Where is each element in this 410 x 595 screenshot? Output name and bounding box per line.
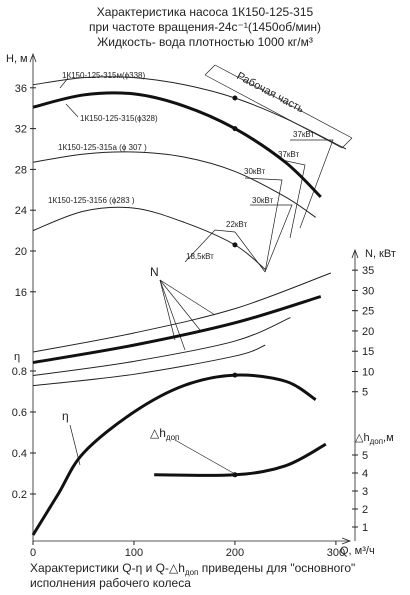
x-tick-label: 300: [327, 547, 345, 559]
x-tick-label: 0: [30, 547, 36, 559]
y4-label: △hдоп,м: [355, 432, 394, 446]
y-tick-label: 5: [362, 387, 368, 399]
y-tick-label: 10: [362, 366, 374, 378]
curve: [32, 272, 332, 353]
annotation: η: [62, 409, 69, 423]
y-tick-label: 15: [362, 346, 374, 358]
caption: исполнения рабочего колеса: [30, 576, 191, 590]
point: [232, 95, 238, 101]
y-tick-label: 1: [362, 522, 368, 534]
title: при частоте вращения-24с⁻¹(1450об/мин): [89, 20, 321, 34]
y-tick-label: 0.6: [12, 407, 27, 419]
curve-label: 1К150-125-315(ϕ328): [80, 114, 158, 123]
y-tick-label: 0.2: [12, 489, 27, 501]
curve: [32, 317, 291, 377]
y-tick-label: 24: [15, 205, 27, 217]
curve-label: 1К150-125-3156 (ϕ283 ): [48, 196, 135, 205]
point: [232, 472, 238, 478]
curve-label: 1К150-125-315а (ϕ 307 ): [58, 143, 147, 152]
curve: [31, 373, 317, 536]
y-tick-label: 25: [362, 306, 374, 318]
title: Жидкость- вода плотностью 1000 кг/м³: [97, 35, 313, 49]
y-tick-label: 35: [362, 265, 374, 277]
curve: [32, 344, 266, 387]
y-tick-label: 20: [362, 326, 374, 338]
annotation: 30кВт: [244, 167, 265, 176]
leaders: [59, 64, 353, 475]
annotation: 37кВт: [278, 150, 299, 159]
y-label: H, м: [6, 53, 28, 65]
curve: [32, 206, 266, 270]
curve: [32, 295, 322, 365]
y-tick-label: 0.4: [12, 448, 27, 460]
x-tick-label: 100: [125, 547, 143, 559]
point: [232, 242, 238, 248]
title: Характеристика насоса 1К150-125-315: [97, 5, 314, 19]
y-tick-label: 5: [362, 450, 368, 462]
annotation: 22кВт: [226, 220, 247, 229]
y-tick-label: 2: [362, 504, 368, 516]
y-tick-label: 28: [15, 164, 27, 176]
x-label: Q, м³/ч: [340, 545, 375, 557]
curve: [32, 151, 316, 218]
y3-label: η: [14, 351, 20, 363]
y-tick-label: 4: [362, 468, 368, 480]
annotation: 18,5кВт: [186, 252, 214, 261]
curve-label: 1К150-125-315м(ϕ338): [62, 71, 145, 80]
curve: [154, 442, 327, 477]
y-tick-label: 36: [15, 83, 27, 95]
annotation: 30кВт: [252, 196, 273, 205]
curve: [32, 76, 347, 150]
annotation: Рабочая часть: [235, 70, 306, 116]
annotation: 37кВт: [293, 130, 314, 139]
y-tick-label: 30: [362, 285, 374, 297]
point: [232, 372, 238, 378]
curve: [32, 91, 322, 199]
y-tick-label: 20: [15, 246, 27, 258]
annotation: N: [150, 265, 159, 279]
x-tick-label: 200: [226, 547, 244, 559]
y-tick-label: 3: [362, 486, 368, 498]
point: [232, 126, 238, 132]
y-tick-label: 16: [15, 287, 27, 299]
caption: Характеристики Q-η и Q-△hдоп приведены д…: [30, 561, 355, 577]
y-tick-label: 0.8: [12, 366, 27, 378]
y-tick-label: 32: [15, 124, 27, 136]
axes: [29, 52, 359, 545]
y2-label: N, кВт: [365, 248, 396, 260]
annotation: △hдоп: [150, 426, 179, 442]
